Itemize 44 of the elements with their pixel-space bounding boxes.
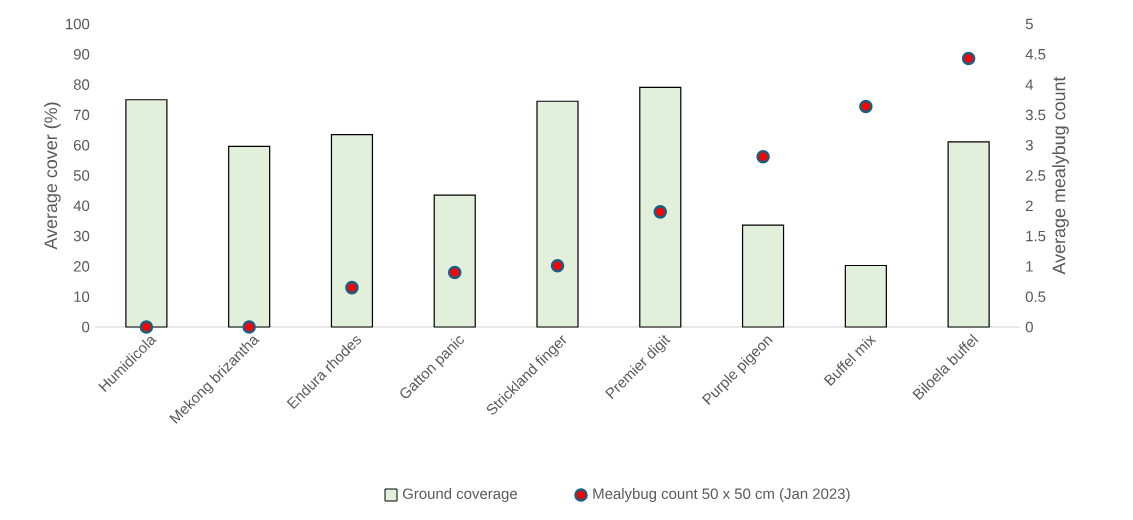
point [859,99,873,114]
y-tick-label: 40 [73,200,90,212]
y2-tick-label: 3 [1025,139,1033,151]
bar [639,86,682,328]
bar [228,145,271,328]
y-tick-label: 50 [73,170,90,181]
y2-tick-label: 3.5 [1025,109,1046,121]
point [447,265,462,280]
y2-tick-label: 4.5 [1025,49,1046,60]
y-tick-label: 80 [73,79,90,90]
y2-axis-title: Average mealybug count [1052,76,1069,275]
y-axis-title: Average cover (%) [43,102,61,250]
point [242,320,256,334]
y-tick-label: 10 [74,291,90,302]
bar [125,99,168,328]
legend-label: Ground coverage [402,488,517,502]
y2-tick-label: 2.5 [1025,170,1046,181]
y-tick-label: 20 [73,261,90,272]
bar [741,224,785,328]
bar [536,100,579,328]
y2-tick-label: 0.5 [1025,291,1046,302]
y-tick-label: 70 [73,109,90,121]
point [756,149,770,164]
y2-tick-label: 4 [1025,79,1034,90]
y-tick-label: 90 [73,49,90,60]
point [653,205,668,219]
y2-tick-label: 1 [1026,261,1033,272]
bar [330,133,374,328]
y2-tick-label: 0 [1025,321,1033,333]
y2-tick-label: 2 [1025,200,1033,212]
point [345,280,359,295]
y-tick-label: 0 [82,321,90,333]
y-tick-label: 60 [73,139,90,151]
point [550,259,565,273]
y2-tick-label: 1.5 [1026,230,1046,242]
point [139,320,154,334]
bar [433,194,476,328]
point [961,51,976,66]
bar [947,141,990,328]
y2-tick-label: 5 [1025,18,1033,30]
y-tick-label: 100 [66,18,90,30]
legend-label: Mealybug count 50 x 50 cm (Jan 2023) [593,488,850,502]
y-tick-label: 30 [73,230,90,242]
bar [844,264,887,328]
